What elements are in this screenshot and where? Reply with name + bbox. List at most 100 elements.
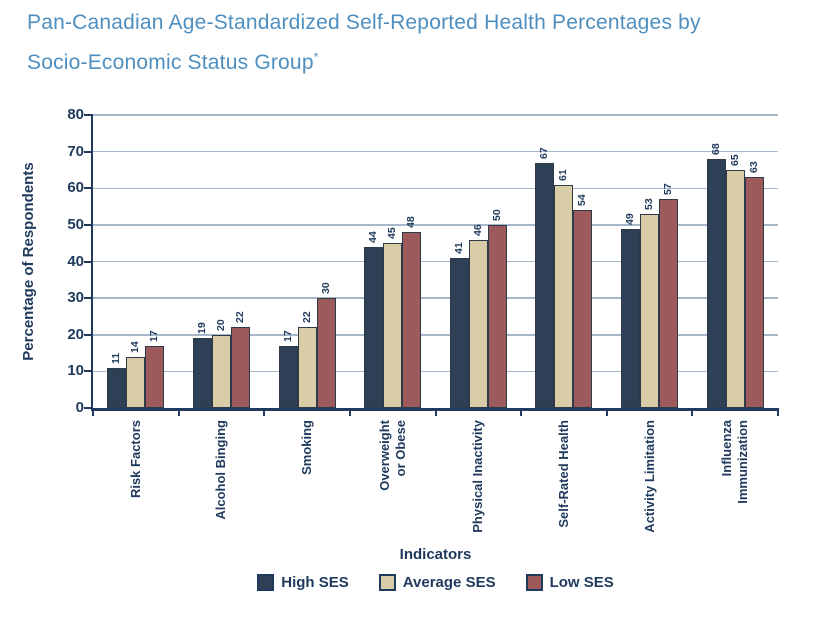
y-tick-label: 80 bbox=[67, 106, 84, 123]
bar bbox=[230, 327, 250, 408]
bar-value-label: 17 bbox=[148, 330, 161, 342]
y-tick bbox=[84, 150, 93, 153]
bar bbox=[192, 338, 212, 408]
bar-value-label: 67 bbox=[538, 146, 551, 159]
y-tick-label: 20 bbox=[67, 325, 84, 343]
legend-item: High SES bbox=[257, 574, 349, 591]
y-tick bbox=[84, 333, 93, 336]
bar bbox=[659, 199, 679, 408]
gridline-60 bbox=[93, 187, 778, 189]
bar-value-label: 30 bbox=[319, 282, 332, 295]
x-tick bbox=[263, 408, 266, 416]
bar-value-label: 20 bbox=[214, 319, 227, 331]
x-tick bbox=[691, 408, 694, 416]
gridline-50 bbox=[93, 224, 778, 226]
bar-value-label: 14 bbox=[129, 341, 142, 353]
y-tick-label: 0 bbox=[75, 399, 84, 416]
bar-value-label: 11 bbox=[110, 352, 123, 364]
x-tick bbox=[605, 408, 608, 416]
x-tick bbox=[520, 408, 523, 416]
y-tick-label: 50 bbox=[67, 215, 84, 233]
bar bbox=[554, 184, 574, 408]
bar-value-label: 61 bbox=[557, 168, 570, 181]
y-tick bbox=[84, 370, 93, 373]
chart-title-line2: Socio-Economic Status Group* bbox=[27, 40, 701, 80]
legend-label: Average SES bbox=[402, 574, 496, 591]
bar bbox=[573, 210, 593, 408]
x-tick bbox=[348, 408, 351, 416]
x-axis-title: Indicators bbox=[399, 546, 472, 563]
bar-value-label: 49 bbox=[624, 212, 637, 225]
bar bbox=[621, 228, 641, 408]
y-tick bbox=[84, 114, 93, 116]
bar-value-label: 46 bbox=[471, 223, 484, 236]
bar-value-label: 22 bbox=[300, 311, 313, 324]
y-tick bbox=[84, 407, 93, 409]
chart-title-line2-text: Socio-Economic Status Group bbox=[27, 51, 314, 74]
y-tick-label: 10 bbox=[67, 362, 84, 380]
bar-value-label: 53 bbox=[643, 198, 656, 210]
y-tick-label: 40 bbox=[67, 252, 84, 270]
y-tick bbox=[84, 223, 93, 226]
bar bbox=[468, 239, 488, 408]
gridline-10 bbox=[93, 370, 778, 373]
bar bbox=[107, 367, 127, 408]
y-tick-label: 70 bbox=[67, 142, 84, 160]
bar-value-label: 57 bbox=[662, 183, 675, 196]
bar bbox=[126, 356, 146, 408]
y-tick-label: 60 bbox=[67, 179, 84, 197]
legend-label: Low SES bbox=[549, 574, 614, 591]
bar bbox=[449, 257, 469, 408]
bar bbox=[364, 246, 384, 408]
y-tick bbox=[84, 297, 93, 300]
bar-value-label: 17 bbox=[281, 330, 294, 342]
y-axis-line bbox=[90, 115, 93, 411]
legend-swatch bbox=[257, 574, 275, 591]
gridline-40 bbox=[93, 260, 778, 263]
bar-value-label: 65 bbox=[728, 154, 741, 166]
gridline-20 bbox=[93, 334, 778, 336]
legend-item: Average SES bbox=[378, 574, 496, 591]
x-tick bbox=[177, 408, 180, 416]
bar bbox=[316, 298, 336, 408]
title-asterisk: * bbox=[313, 50, 319, 64]
x-axis-line bbox=[90, 408, 778, 411]
bar-value-label: 68 bbox=[709, 143, 722, 155]
bar bbox=[211, 334, 231, 408]
gridline-80 bbox=[93, 114, 778, 116]
bar bbox=[383, 243, 403, 408]
gridline-70 bbox=[93, 150, 778, 153]
y-tick bbox=[84, 260, 93, 263]
legend-swatch bbox=[525, 574, 543, 591]
bar-value-label: 63 bbox=[747, 161, 760, 174]
bar bbox=[725, 169, 745, 408]
bar bbox=[640, 213, 660, 408]
bar bbox=[297, 327, 317, 408]
bar-value-label: 45 bbox=[386, 227, 399, 240]
bar bbox=[278, 345, 298, 408]
bar-value-label: 48 bbox=[405, 216, 418, 229]
bar bbox=[402, 232, 422, 408]
chart-title-line1-text: Pan-Canadian Age-Standardized Self-Repor… bbox=[27, 11, 701, 34]
legend-item: Low SES bbox=[525, 574, 614, 591]
legend-swatch bbox=[378, 574, 396, 591]
bar bbox=[535, 162, 555, 408]
bar-value-label: 22 bbox=[233, 311, 246, 324]
y-tick-label: 30 bbox=[67, 289, 84, 307]
bar-value-label: 54 bbox=[576, 194, 589, 207]
x-tick bbox=[434, 408, 437, 416]
y-tick bbox=[84, 187, 93, 190]
bar-value-label: 19 bbox=[195, 322, 208, 335]
bar-value-label: 41 bbox=[452, 242, 465, 254]
x-tick bbox=[92, 408, 94, 416]
bar bbox=[145, 345, 165, 408]
chart-title: Pan-Canadian Age-Standardized Self-Repor… bbox=[27, 6, 701, 80]
bar bbox=[744, 177, 764, 408]
gridline-30 bbox=[93, 297, 778, 299]
bar bbox=[706, 158, 726, 408]
legend-label: High SES bbox=[281, 574, 349, 591]
chart-title-line1: Pan-Canadian Age-Standardized Self-Repor… bbox=[27, 6, 701, 40]
legend: High SES Average SES Low SES bbox=[93, 574, 778, 591]
